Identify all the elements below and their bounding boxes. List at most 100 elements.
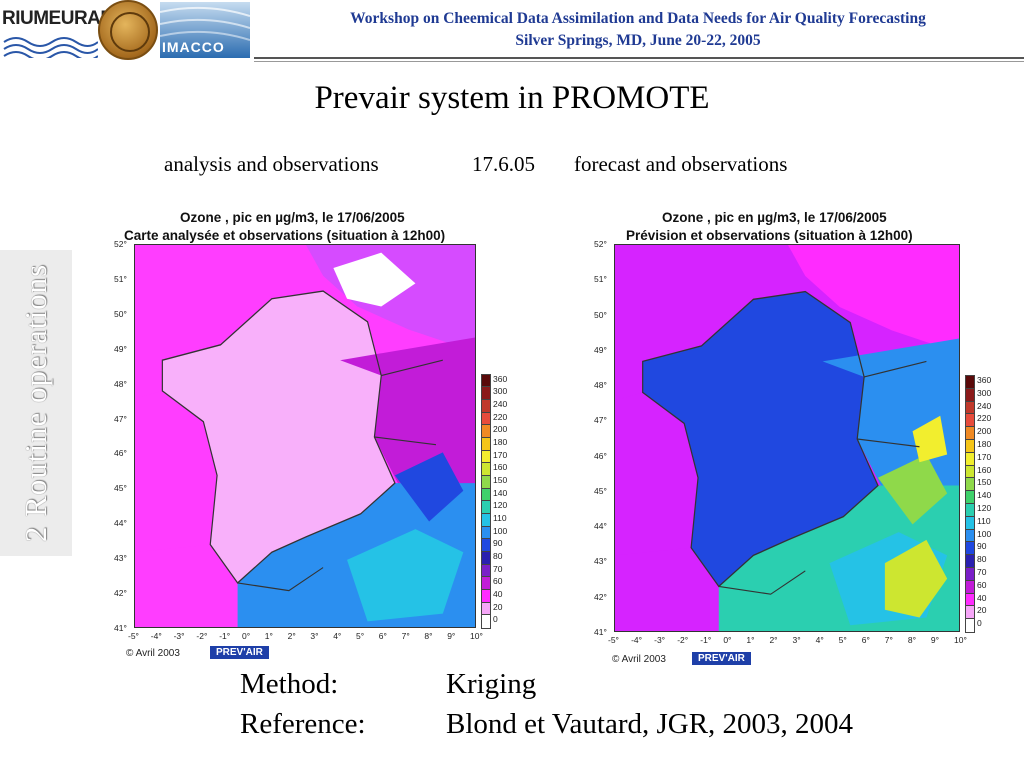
colorbar-swatch: [965, 515, 975, 531]
longitude-label: -2°: [196, 631, 208, 641]
colorbar-swatch: [965, 566, 975, 582]
colorbar-label: 160: [493, 462, 508, 473]
section-side-label-text: 2 Routine operations: [18, 263, 53, 543]
longitude-label: -1°: [700, 635, 712, 645]
colorbar-label: 240: [493, 398, 508, 409]
colorbar-label: 120: [977, 502, 992, 513]
colorbar-swatch: [481, 386, 491, 401]
colorbar-label: 100: [493, 525, 508, 536]
colorbar-swatch: [965, 451, 975, 467]
latitude-label: 41°: [114, 623, 127, 633]
latitude-label: 43°: [114, 553, 127, 564]
colorbar-swatch: [965, 413, 975, 429]
subtitle-date: 17.6.05: [472, 152, 535, 176]
slide-title: Prevair system in PROMOTE: [314, 80, 710, 116]
colorbar-swatch: [481, 601, 491, 617]
map-copyright: © Avril 2003: [126, 648, 180, 659]
colorbar-swatch: [481, 588, 491, 604]
colorbar-label: 90: [977, 541, 987, 552]
latitude-label: 51°: [114, 273, 127, 284]
latitude-label: 52°: [114, 239, 127, 249]
slide-header: RIUMEURAD IMACCO Workshop on Cheemical D…: [0, 0, 1024, 64]
colorbar-label: 160: [977, 464, 992, 475]
longitude-label: 7°: [401, 631, 410, 641]
longitude-label: -4°: [631, 635, 643, 645]
colorbar-label: 20: [493, 601, 503, 612]
colorbar-label: 360: [493, 373, 508, 384]
colorbar-label: 170: [977, 451, 992, 462]
colorbar-swatch: [965, 592, 975, 608]
colorbar-swatch: [965, 554, 975, 569]
colorbar-swatch: [481, 373, 491, 389]
colorbar-swatch: [965, 502, 975, 518]
latitude-label: 46°: [114, 448, 127, 459]
longitude-label: 8°: [907, 635, 916, 645]
colorbar-swatch: [481, 462, 491, 477]
prevair-badge: PREV'AIR: [692, 652, 751, 665]
analysis-map-plot: [134, 244, 476, 628]
longitude-label: -2°: [677, 635, 689, 645]
latitude-label: 46°: [594, 450, 607, 461]
wave-icon: [3, 37, 98, 58]
method-value: Kriging: [446, 668, 537, 700]
colorbar-label: 220: [977, 413, 992, 424]
colorbar-label: 240: [977, 400, 992, 411]
colorbar-label: 20: [977, 605, 987, 616]
header-divider-thin: [254, 61, 1024, 62]
colorbar-label: 100: [977, 528, 992, 539]
colorbar-label: 70: [977, 566, 987, 577]
colorbar-swatch: [481, 576, 491, 591]
longitude-label: -5°: [128, 631, 139, 641]
method-label: Method:: [240, 668, 339, 700]
colorbar-swatch: [481, 550, 491, 566]
colorbar-label: 150: [493, 474, 508, 485]
latitude-label: 47°: [594, 415, 607, 426]
longitude-label: 2°: [769, 635, 778, 645]
colorbar-swatch: [481, 614, 491, 629]
colorbar-label: 80: [493, 550, 503, 561]
longitude-label: 10°: [954, 635, 967, 645]
colorbar-label: 110: [977, 515, 991, 526]
colorbar-label: 60: [977, 579, 987, 590]
colorbar-swatch: [481, 487, 491, 503]
colorbar-swatch: [481, 525, 491, 541]
colorbar-swatch: [965, 618, 975, 633]
colorbar-swatch: [965, 477, 975, 493]
colorbar-swatch: [965, 387, 975, 403]
latitude-label: 41°: [594, 627, 607, 637]
longitude-label: -1°: [219, 631, 231, 641]
subtitle-left: analysis and observations: [164, 152, 379, 176]
colorbar-label: 60: [493, 576, 503, 587]
colorbar-label: 110: [493, 512, 507, 523]
colorbar-swatch: [481, 500, 491, 515]
workshop-title: Workshop on Cheemical Data Assimilation …: [258, 8, 1018, 52]
colorbar-swatch: [965, 464, 975, 480]
analysis-map-figure: Ozone , pic en µg/m3, le 17/06/2005 Cart…: [108, 208, 507, 666]
colorbar-label: 80: [977, 554, 987, 565]
latitude-label: 49°: [114, 343, 127, 354]
colorbar-label: 300: [493, 386, 508, 397]
longitude-label: -4°: [150, 631, 162, 641]
longitude-label: -3°: [173, 631, 185, 641]
colorbar-label: 180: [493, 436, 508, 447]
longitude-label: 1°: [746, 635, 755, 645]
latitude-label: 47°: [114, 413, 127, 424]
longitude-label: 0°: [723, 635, 732, 645]
longitude-label: 2°: [287, 631, 296, 641]
colorbar-swatch: [965, 528, 975, 544]
colorbar-swatch: [965, 374, 975, 390]
colorbar-swatch: [481, 398, 491, 414]
longitude-label: 0°: [242, 631, 251, 641]
latitude-label: 44°: [594, 521, 607, 532]
longitude-label: 3°: [310, 631, 319, 641]
map-title-line2: Prévision et observations (situation à 1…: [626, 228, 913, 243]
map-title-line1: Ozone , pic en µg/m3, le 17/06/2005: [662, 210, 887, 225]
workshop-title-line2: Silver Springs, MD, June 20-22, 2005: [515, 32, 761, 49]
longitude-label: 7°: [884, 635, 893, 645]
colorbar-swatch: [481, 474, 491, 490]
forecast-map-plot: [614, 244, 960, 632]
longitude-label: 3°: [792, 635, 801, 645]
longitude-label: 4°: [815, 635, 824, 645]
colorbar-swatch: [965, 438, 975, 454]
latitude-label: 48°: [114, 378, 127, 389]
